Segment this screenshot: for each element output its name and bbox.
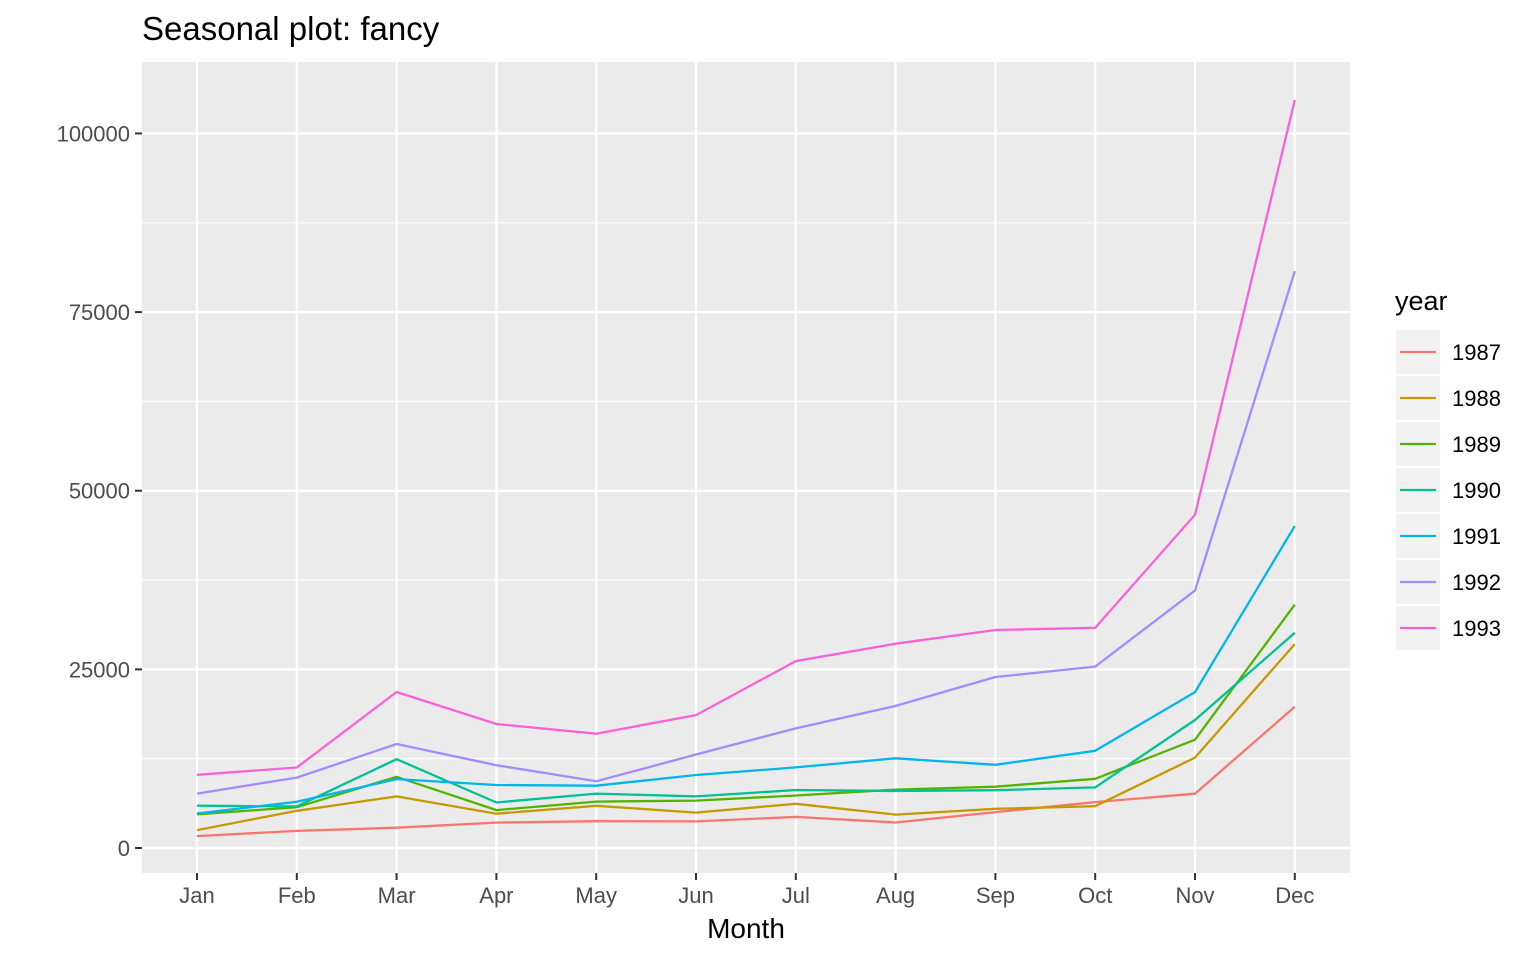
x-tick-label: Sep xyxy=(976,883,1015,908)
legend-item-1988: 1988 xyxy=(1396,376,1501,420)
legend-items: 1987 1988 1989 1990 1991 1992 1993 xyxy=(1396,330,1501,650)
legend-item-1991: 1991 xyxy=(1396,514,1501,558)
legend-label: 1987 xyxy=(1452,340,1501,365)
x-tick-label: Dec xyxy=(1275,883,1314,908)
y-tick-label: 0 xyxy=(118,836,130,861)
x-tick-label: Jul xyxy=(782,883,810,908)
x-tick-label: Apr xyxy=(479,883,513,908)
x-tick-label: Mar xyxy=(378,883,416,908)
series-line-1992 xyxy=(196,270,1296,795)
x-tick-label: Oct xyxy=(1078,883,1112,908)
x-tick-label: May xyxy=(575,883,617,908)
legend-label: 1992 xyxy=(1452,570,1501,595)
x-tick-label: Jun xyxy=(678,883,713,908)
y-tick-label: 25000 xyxy=(69,657,130,682)
chart-title: Seasonal plot: fancy xyxy=(142,10,440,47)
x-tick-label: Feb xyxy=(278,883,316,908)
legend-label: 1991 xyxy=(1452,524,1501,549)
series-line-1991 xyxy=(196,525,1296,815)
series-lines xyxy=(196,99,1296,838)
y-tick-label: 50000 xyxy=(69,479,130,504)
major-gridlines xyxy=(142,62,1350,873)
legend: year 1987 1988 1989 1990 1991 1992 1993 xyxy=(1395,286,1501,650)
y-tick-label: 75000 xyxy=(69,300,130,325)
x-tick-label: Jan xyxy=(179,883,214,908)
legend-item-1989: 1989 xyxy=(1396,422,1501,466)
x-tick-label: Nov xyxy=(1175,883,1214,908)
x-axis-title: Month xyxy=(707,913,785,944)
legend-label: 1989 xyxy=(1452,432,1501,457)
legend-label: 1993 xyxy=(1452,616,1501,641)
legend-item-1987: 1987 xyxy=(1396,330,1501,374)
plot-panel xyxy=(142,62,1350,873)
legend-title: year xyxy=(1395,286,1448,316)
legend-item-1993: 1993 xyxy=(1396,606,1501,650)
series-line-1988 xyxy=(196,643,1296,832)
series-line-1990 xyxy=(196,631,1296,808)
x-tick-label: Aug xyxy=(876,883,915,908)
x-axis: Jan Feb Mar Apr May Jun Jul Aug Sep Oct Nov Dec xyxy=(179,873,1314,908)
legend-label: 1988 xyxy=(1452,386,1501,411)
series-line-1993 xyxy=(196,99,1296,776)
y-axis: 0 25000 50000 75000 100000 xyxy=(57,121,142,861)
legend-item-1992: 1992 xyxy=(1396,560,1501,604)
y-tick-label: 100000 xyxy=(57,121,130,146)
legend-item-1990: 1990 xyxy=(1396,468,1501,512)
legend-label: 1990 xyxy=(1452,478,1501,503)
series-line-1987 xyxy=(196,705,1296,838)
